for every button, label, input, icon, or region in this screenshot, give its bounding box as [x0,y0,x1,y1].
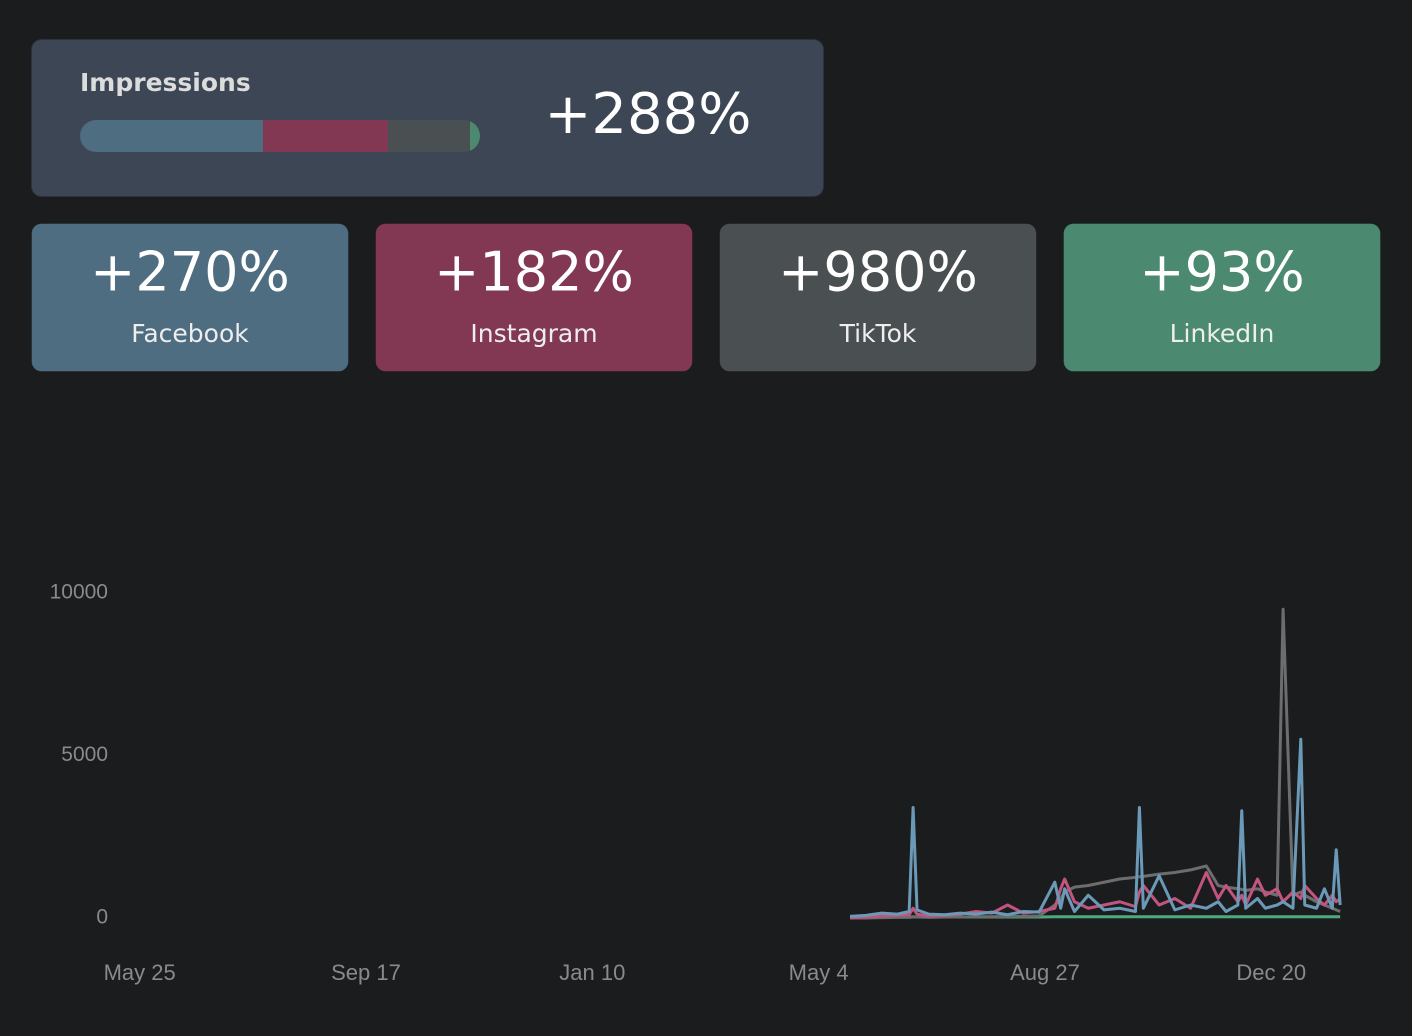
summary-value: +288% [544,82,751,147]
summary-title: Impressions [80,68,251,97]
platform-card [1063,223,1381,372]
platform-card [375,223,693,372]
share-segment [388,120,470,152]
platform-label: Instagram [470,319,597,348]
x-tick-label: May 25 [104,960,176,985]
x-tick-label: Aug 27 [1010,960,1080,985]
platform-value: +93% [1139,241,1304,304]
platform-value: +270% [90,241,290,304]
platform-label: TikTok [839,319,917,348]
series-line [850,607,1341,920]
platform-card [31,223,349,372]
y-tick-label: 5000 [61,743,108,766]
x-tick-label: May 4 [789,960,849,985]
platform-card [719,223,1037,372]
platform-value: +980% [778,241,978,304]
platform-label: Facebook [131,319,249,348]
x-tick-label: Dec 20 [1236,960,1306,985]
share-bar [80,120,480,152]
series-line [850,737,1342,918]
platform-value: +182% [434,241,634,304]
x-tick-label: Sep 17 [331,960,401,985]
summary-card [31,39,824,197]
y-tick-label: 10000 [50,581,108,604]
share-segment [80,120,263,152]
share-segment [470,120,480,152]
x-tick-label: Jan 10 [559,960,625,985]
platform-label: LinkedIn [1170,319,1275,348]
share-segment [263,120,388,152]
y-tick-label: 0 [96,906,108,929]
